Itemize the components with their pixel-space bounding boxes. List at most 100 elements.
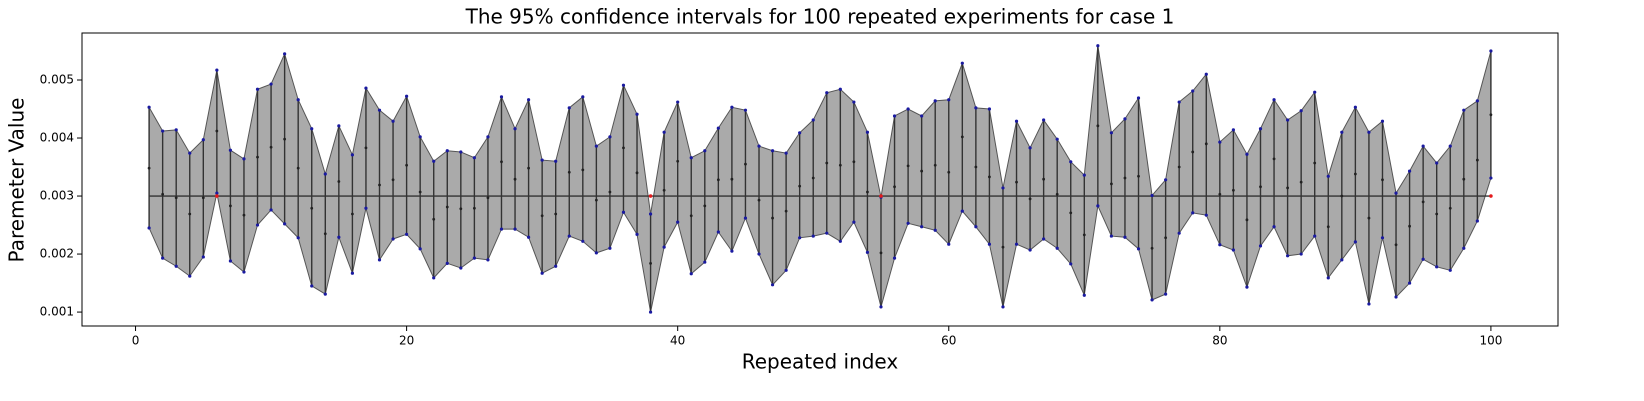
lower-dot <box>1014 242 1019 246</box>
lower-dot <box>865 250 870 254</box>
lower-dot <box>1123 235 1127 239</box>
lower-dot <box>730 249 734 253</box>
mean-dot <box>1475 158 1479 162</box>
lower-dot <box>1353 240 1357 244</box>
mean-dot <box>283 137 287 141</box>
mean-dot <box>689 214 693 218</box>
mean-dot <box>594 198 598 202</box>
lower-dot <box>689 272 693 276</box>
mean-dot <box>879 251 883 255</box>
upper-dot <box>974 106 978 110</box>
chart-title: The 95% confidence intervals for 100 rep… <box>465 5 1175 29</box>
lower-dot <box>1082 293 1086 297</box>
lower-dot <box>472 256 476 260</box>
upper-dot <box>1462 108 1466 112</box>
lower-dot <box>1299 252 1303 256</box>
upper-dot <box>472 156 476 160</box>
lower-dot <box>906 221 910 225</box>
mean-dot <box>1313 161 1317 165</box>
mean-dot <box>1082 233 1086 237</box>
lower-dot <box>676 220 680 224</box>
y-tick-label: 0.004 <box>40 131 74 145</box>
upper-dot <box>594 144 598 148</box>
upper-dot <box>1014 119 1019 123</box>
upper-dot <box>1191 89 1195 93</box>
mean-dot <box>256 155 259 159</box>
lower-dot <box>1313 234 1317 238</box>
mean-dot <box>1408 224 1411 228</box>
upper-dot <box>1286 118 1290 122</box>
upper-dot <box>1150 193 1154 198</box>
mean-dot <box>1259 185 1262 189</box>
mean-dot <box>1110 182 1113 186</box>
lower-dot <box>567 234 571 238</box>
lower-dot <box>228 259 233 263</box>
upper-dot <box>920 114 924 118</box>
upper-dot <box>825 91 829 95</box>
upper-dot <box>1367 130 1371 134</box>
lower-dot <box>838 239 842 243</box>
x-tick-label: 40 <box>670 334 685 348</box>
lower-dot <box>188 274 192 278</box>
upper-dot <box>1421 144 1425 148</box>
miss-dot <box>215 194 219 198</box>
mean-dot <box>974 165 978 169</box>
mean-dot <box>852 160 856 164</box>
mean-dot <box>1204 142 1208 146</box>
mean-dot <box>581 168 585 172</box>
plot-frame <box>81 32 1559 327</box>
upper-dot <box>811 118 815 122</box>
mean-dot <box>1123 176 1127 180</box>
upper-dot <box>757 144 761 148</box>
mean-dot <box>1435 212 1439 216</box>
mean-dot <box>608 190 612 194</box>
upper-dot <box>567 106 571 110</box>
lower-dot <box>296 236 300 240</box>
lower-dot <box>1462 246 1466 250</box>
lower-dot <box>960 209 964 213</box>
mean-dot <box>838 163 842 167</box>
upper-dot <box>865 130 870 134</box>
upper-dot <box>730 105 734 109</box>
upper-dot <box>486 135 490 139</box>
mean-dot <box>703 204 707 208</box>
mean-dot <box>188 212 192 216</box>
mean-dot <box>161 192 165 196</box>
upper-dot <box>310 127 314 131</box>
lower-dot <box>1245 285 1249 289</box>
lower-dot <box>1109 234 1114 238</box>
lower-dot <box>418 247 422 251</box>
upper-dot <box>1394 191 1398 195</box>
lower-dot <box>364 206 368 210</box>
upper-dot <box>798 131 802 135</box>
lower-dot <box>432 276 436 280</box>
lower-dot <box>1231 248 1235 252</box>
lower-dot <box>1164 292 1168 296</box>
lower-dot <box>337 235 341 239</box>
lower-dot <box>391 237 395 241</box>
y-tick-label: 0.001 <box>40 305 74 319</box>
upper-dot <box>784 151 788 155</box>
lower-dot <box>161 256 165 260</box>
upper-dot <box>838 87 842 91</box>
upper-dot <box>1475 99 1479 103</box>
lower-dot <box>1367 302 1371 306</box>
upper-dot <box>201 138 205 142</box>
lower-dot <box>283 222 287 226</box>
upper-dot <box>1136 96 1141 100</box>
upper-dot <box>228 148 233 152</box>
mean-dot <box>1245 218 1249 222</box>
lower-dot <box>350 271 354 275</box>
mean-dot <box>201 196 205 200</box>
lower-dot <box>1407 281 1412 285</box>
mean-dot <box>716 178 720 182</box>
lower-dot <box>987 242 992 246</box>
upper-dot <box>1326 174 1330 178</box>
mean-dot <box>771 216 774 220</box>
lower-dot <box>201 255 205 259</box>
lower-dot <box>933 228 937 232</box>
mean-dot <box>391 178 395 182</box>
upper-dot <box>743 108 748 112</box>
lower-dot <box>323 292 327 296</box>
upper-dot <box>540 158 544 162</box>
